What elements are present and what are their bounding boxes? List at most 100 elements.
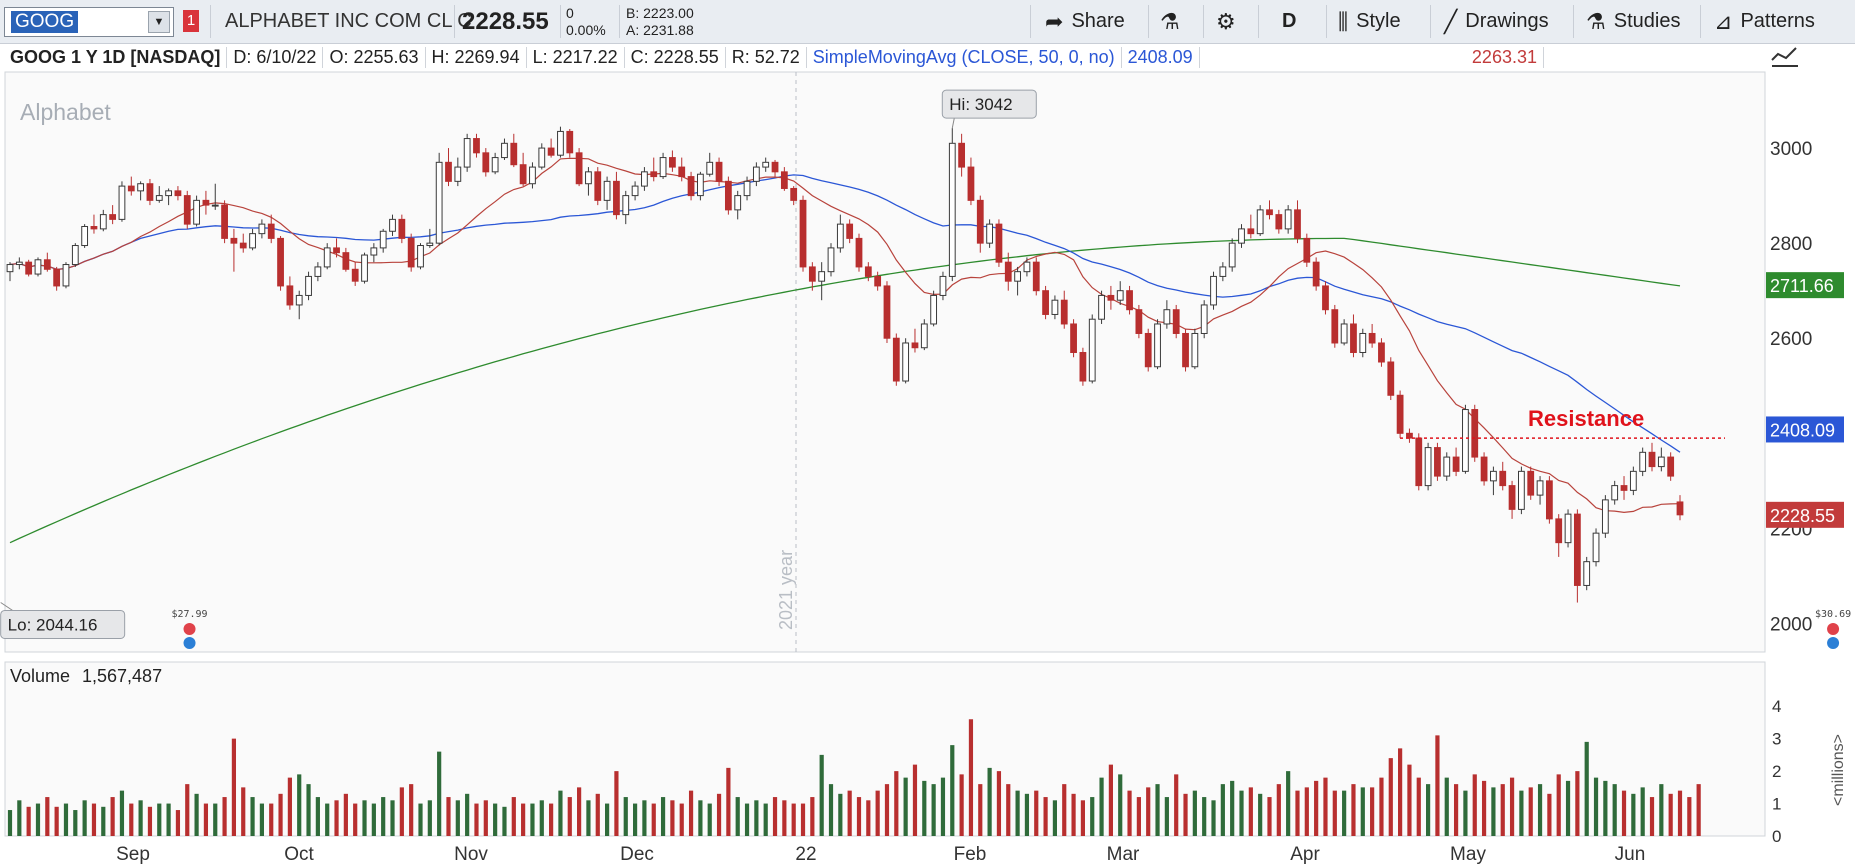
candle-body [127, 185, 135, 192]
chevron-down-icon[interactable]: ▼ [148, 11, 170, 33]
candle [510, 133, 518, 168]
candle [1527, 466, 1535, 500]
candle [1424, 442, 1432, 491]
candle [146, 178, 154, 206]
candle-body [547, 147, 555, 156]
studies-button[interactable]: ⚗ Studies [1586, 8, 1681, 34]
flask-button[interactable]: ⚗ [1160, 0, 1188, 43]
candle [1294, 200, 1301, 244]
candle-body [323, 247, 331, 268]
candle [389, 214, 396, 237]
candle-body [15, 261, 23, 266]
candle [1051, 295, 1059, 320]
symbol-input[interactable]: GOOG ▼ [4, 7, 174, 37]
candle [920, 319, 928, 351]
candle [641, 167, 648, 191]
candle [855, 233, 863, 272]
candle [361, 252, 368, 284]
candle [1471, 404, 1479, 462]
candle-body [510, 142, 518, 166]
candle [1135, 304, 1143, 339]
candle [986, 219, 994, 248]
share-button[interactable]: ➦ Share [1045, 8, 1125, 34]
style-button[interactable]: ⫼ Style [1338, 8, 1401, 34]
price-panel [4, 71, 1766, 653]
candle [1322, 281, 1329, 315]
dividend-label: $30.69 [1815, 609, 1851, 620]
divider [210, 5, 211, 38]
candle [351, 262, 359, 286]
price-tag-text: 2711.66 [1770, 276, 1834, 296]
candle-body [426, 242, 434, 247]
candle-body [1182, 332, 1189, 368]
dividend-marker: $27.99 [171, 609, 208, 649]
candle-body [1387, 361, 1395, 396]
candle [1462, 404, 1469, 474]
candle [1443, 452, 1451, 481]
share-icon: ➦ [1045, 8, 1064, 34]
candle-body [1527, 470, 1535, 496]
x-tick-label: Mar [1107, 844, 1140, 865]
candle [1490, 466, 1497, 496]
candle-body [846, 223, 854, 239]
candle-body [1629, 470, 1637, 491]
candle [305, 271, 312, 301]
last-price: 2228.55 [462, 7, 549, 35]
high-callout-text: Hi: 3042 [949, 95, 1012, 114]
candle-body [193, 199, 200, 225]
candle [407, 233, 415, 272]
candle-body [1228, 242, 1236, 268]
candle-body [211, 204, 219, 207]
divider [1700, 5, 1701, 38]
candle [1620, 476, 1628, 500]
candle [678, 157, 686, 182]
timeframe-button[interactable]: D [1282, 10, 1297, 32]
candle [1172, 304, 1180, 339]
candle [1312, 257, 1320, 291]
candle-body [771, 161, 779, 173]
settings-button[interactable]: ⚙ [1216, 0, 1244, 43]
patterns-button[interactable]: ⊿ Patterns [1714, 8, 1815, 34]
high-callout-pointer [951, 118, 955, 129]
candle [99, 209, 107, 232]
candle-body [1088, 318, 1096, 382]
x-tick-label: Apr [1290, 844, 1320, 865]
candle-body [1406, 432, 1413, 439]
candle-body [1023, 261, 1031, 273]
candle [780, 167, 788, 191]
flask-icon: ⚗ [1586, 8, 1606, 34]
y-tick-label: 2000 [1770, 614, 1812, 635]
candle-body [613, 180, 620, 216]
candle-body [1014, 271, 1021, 282]
candle [585, 167, 592, 196]
study-label[interactable]: SimpleMovingAvg (CLOSE, 50, 0, no) [807, 46, 1122, 68]
net-change-pct: 0.00% [566, 22, 606, 38]
link-group-badge[interactable]: 1 [183, 10, 199, 32]
candle-body [1107, 294, 1115, 301]
candle-body [1583, 561, 1591, 586]
ask-price: A: 2231.88 [626, 22, 694, 38]
candle [864, 262, 872, 282]
candle [557, 126, 564, 158]
divider [454, 5, 455, 38]
x-tick-label: Jun [1615, 844, 1646, 865]
candle [473, 133, 480, 158]
price-tag-bg [1766, 501, 1844, 528]
candle-body [62, 264, 70, 287]
pencil-line-icon: ╱ [1444, 8, 1458, 34]
drawings-button[interactable]: ╱ Drawings [1444, 8, 1549, 34]
candle [1573, 509, 1581, 603]
candle-body [1545, 480, 1553, 520]
candle [1144, 328, 1152, 372]
candle-body [1639, 451, 1647, 472]
candle-body [1462, 409, 1469, 472]
candle-body [1154, 323, 1161, 368]
candle [1452, 447, 1460, 477]
symbol-value[interactable]: GOOG [11, 11, 79, 33]
candle-body [687, 176, 695, 197]
divider [1573, 5, 1574, 38]
candle-body [202, 199, 210, 206]
candle-body [1350, 323, 1357, 353]
candle-body [1284, 209, 1292, 230]
